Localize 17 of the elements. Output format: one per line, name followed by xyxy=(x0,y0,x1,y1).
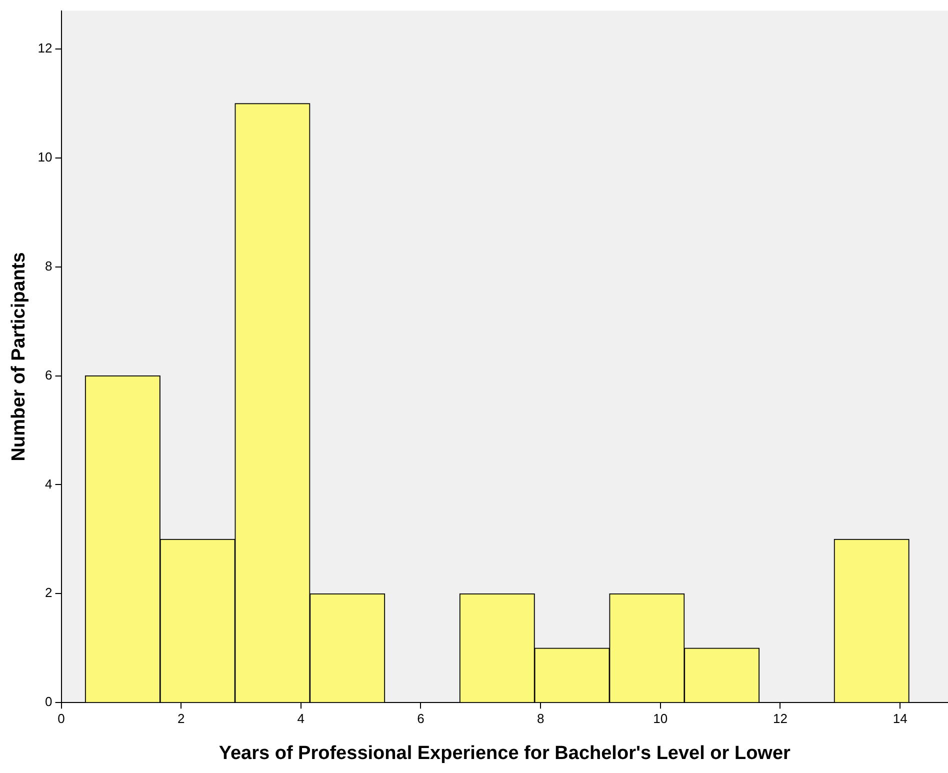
x-tick-label: 0 xyxy=(58,710,65,726)
x-tick-label: 14 xyxy=(892,710,908,726)
x-tick-label: 4 xyxy=(297,710,305,726)
x-tick-label: 2 xyxy=(177,710,185,726)
y-axis-title: Number of Participants xyxy=(8,252,30,462)
x-axis-title: Years of Professional Experience for Bachelor's Level or Lower xyxy=(218,742,792,764)
y-tick-label: 12 xyxy=(38,40,52,56)
y-tick-label: 4 xyxy=(45,476,52,492)
x-tick-label: 10 xyxy=(653,710,668,726)
y-tick-label: 8 xyxy=(45,258,52,274)
y-tick-label: 6 xyxy=(45,367,52,382)
y-tick-label: 10 xyxy=(38,149,52,164)
x-tick-label: 8 xyxy=(536,710,544,726)
y-tick-label: 0 xyxy=(45,694,52,710)
x-tick-label: 6 xyxy=(417,710,424,726)
x-tick-label: 12 xyxy=(773,710,788,726)
y-tick-label: 2 xyxy=(45,585,52,600)
